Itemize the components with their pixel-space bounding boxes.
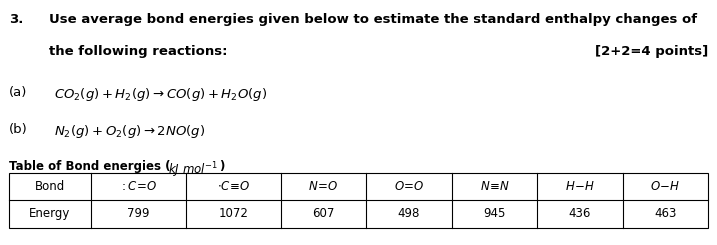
Text: 3.: 3. [9, 13, 23, 26]
Text: $H\!-\!H$: $H\!-\!H$ [565, 180, 595, 193]
Text: 463: 463 [655, 207, 677, 220]
Text: 799: 799 [127, 207, 150, 220]
Text: $\it{N_2(g)+O_2(g)\rightarrow 2NO(g)}$: $\it{N_2(g)+O_2(g)\rightarrow 2NO(g)}$ [54, 122, 205, 139]
Text: 1072: 1072 [218, 207, 248, 220]
Text: (a): (a) [9, 86, 27, 99]
Text: 436: 436 [569, 207, 592, 220]
Text: $\mathit{kJ\ mol^{-1}}$: $\mathit{kJ\ mol^{-1}}$ [168, 160, 218, 180]
Text: 607: 607 [312, 207, 335, 220]
Text: 945: 945 [483, 207, 505, 220]
Text: $\it{CO_2(g)+H_2(g)\rightarrow CO(g)+H_2O(g)}$: $\it{CO_2(g)+H_2(g)\rightarrow CO(g)+H_2… [54, 86, 267, 103]
Bar [9, 173, 708, 228]
Text: $\cdot C\!\equiv\!O$: $\cdot C\!\equiv\!O$ [217, 180, 250, 193]
Text: $N\!\equiv\!N$: $N\!\equiv\!N$ [480, 180, 509, 193]
Text: $N\!=\!O$: $N\!=\!O$ [308, 180, 338, 193]
Text: $:C\!=\!O$: $:C\!=\!O$ [120, 180, 158, 193]
Text: $O\!-\!H$: $O\!-\!H$ [650, 180, 681, 193]
Text: $O\!=\!O$: $O\!=\!O$ [394, 180, 424, 193]
Text: Use average bond energies given below to estimate the standard enthalpy changes : Use average bond energies given below to… [49, 13, 697, 26]
Text: 498: 498 [398, 207, 420, 220]
Text: Energy: Energy [29, 207, 70, 220]
Text: (b): (b) [9, 122, 27, 135]
Text: Bond: Bond [34, 180, 65, 193]
Text: Table of Bond energies (: Table of Bond energies ( [9, 160, 170, 173]
Text: the following reactions:: the following reactions: [49, 45, 227, 58]
Text: ): ) [219, 160, 224, 173]
Text: [2+2=4 points]: [2+2=4 points] [595, 45, 708, 58]
